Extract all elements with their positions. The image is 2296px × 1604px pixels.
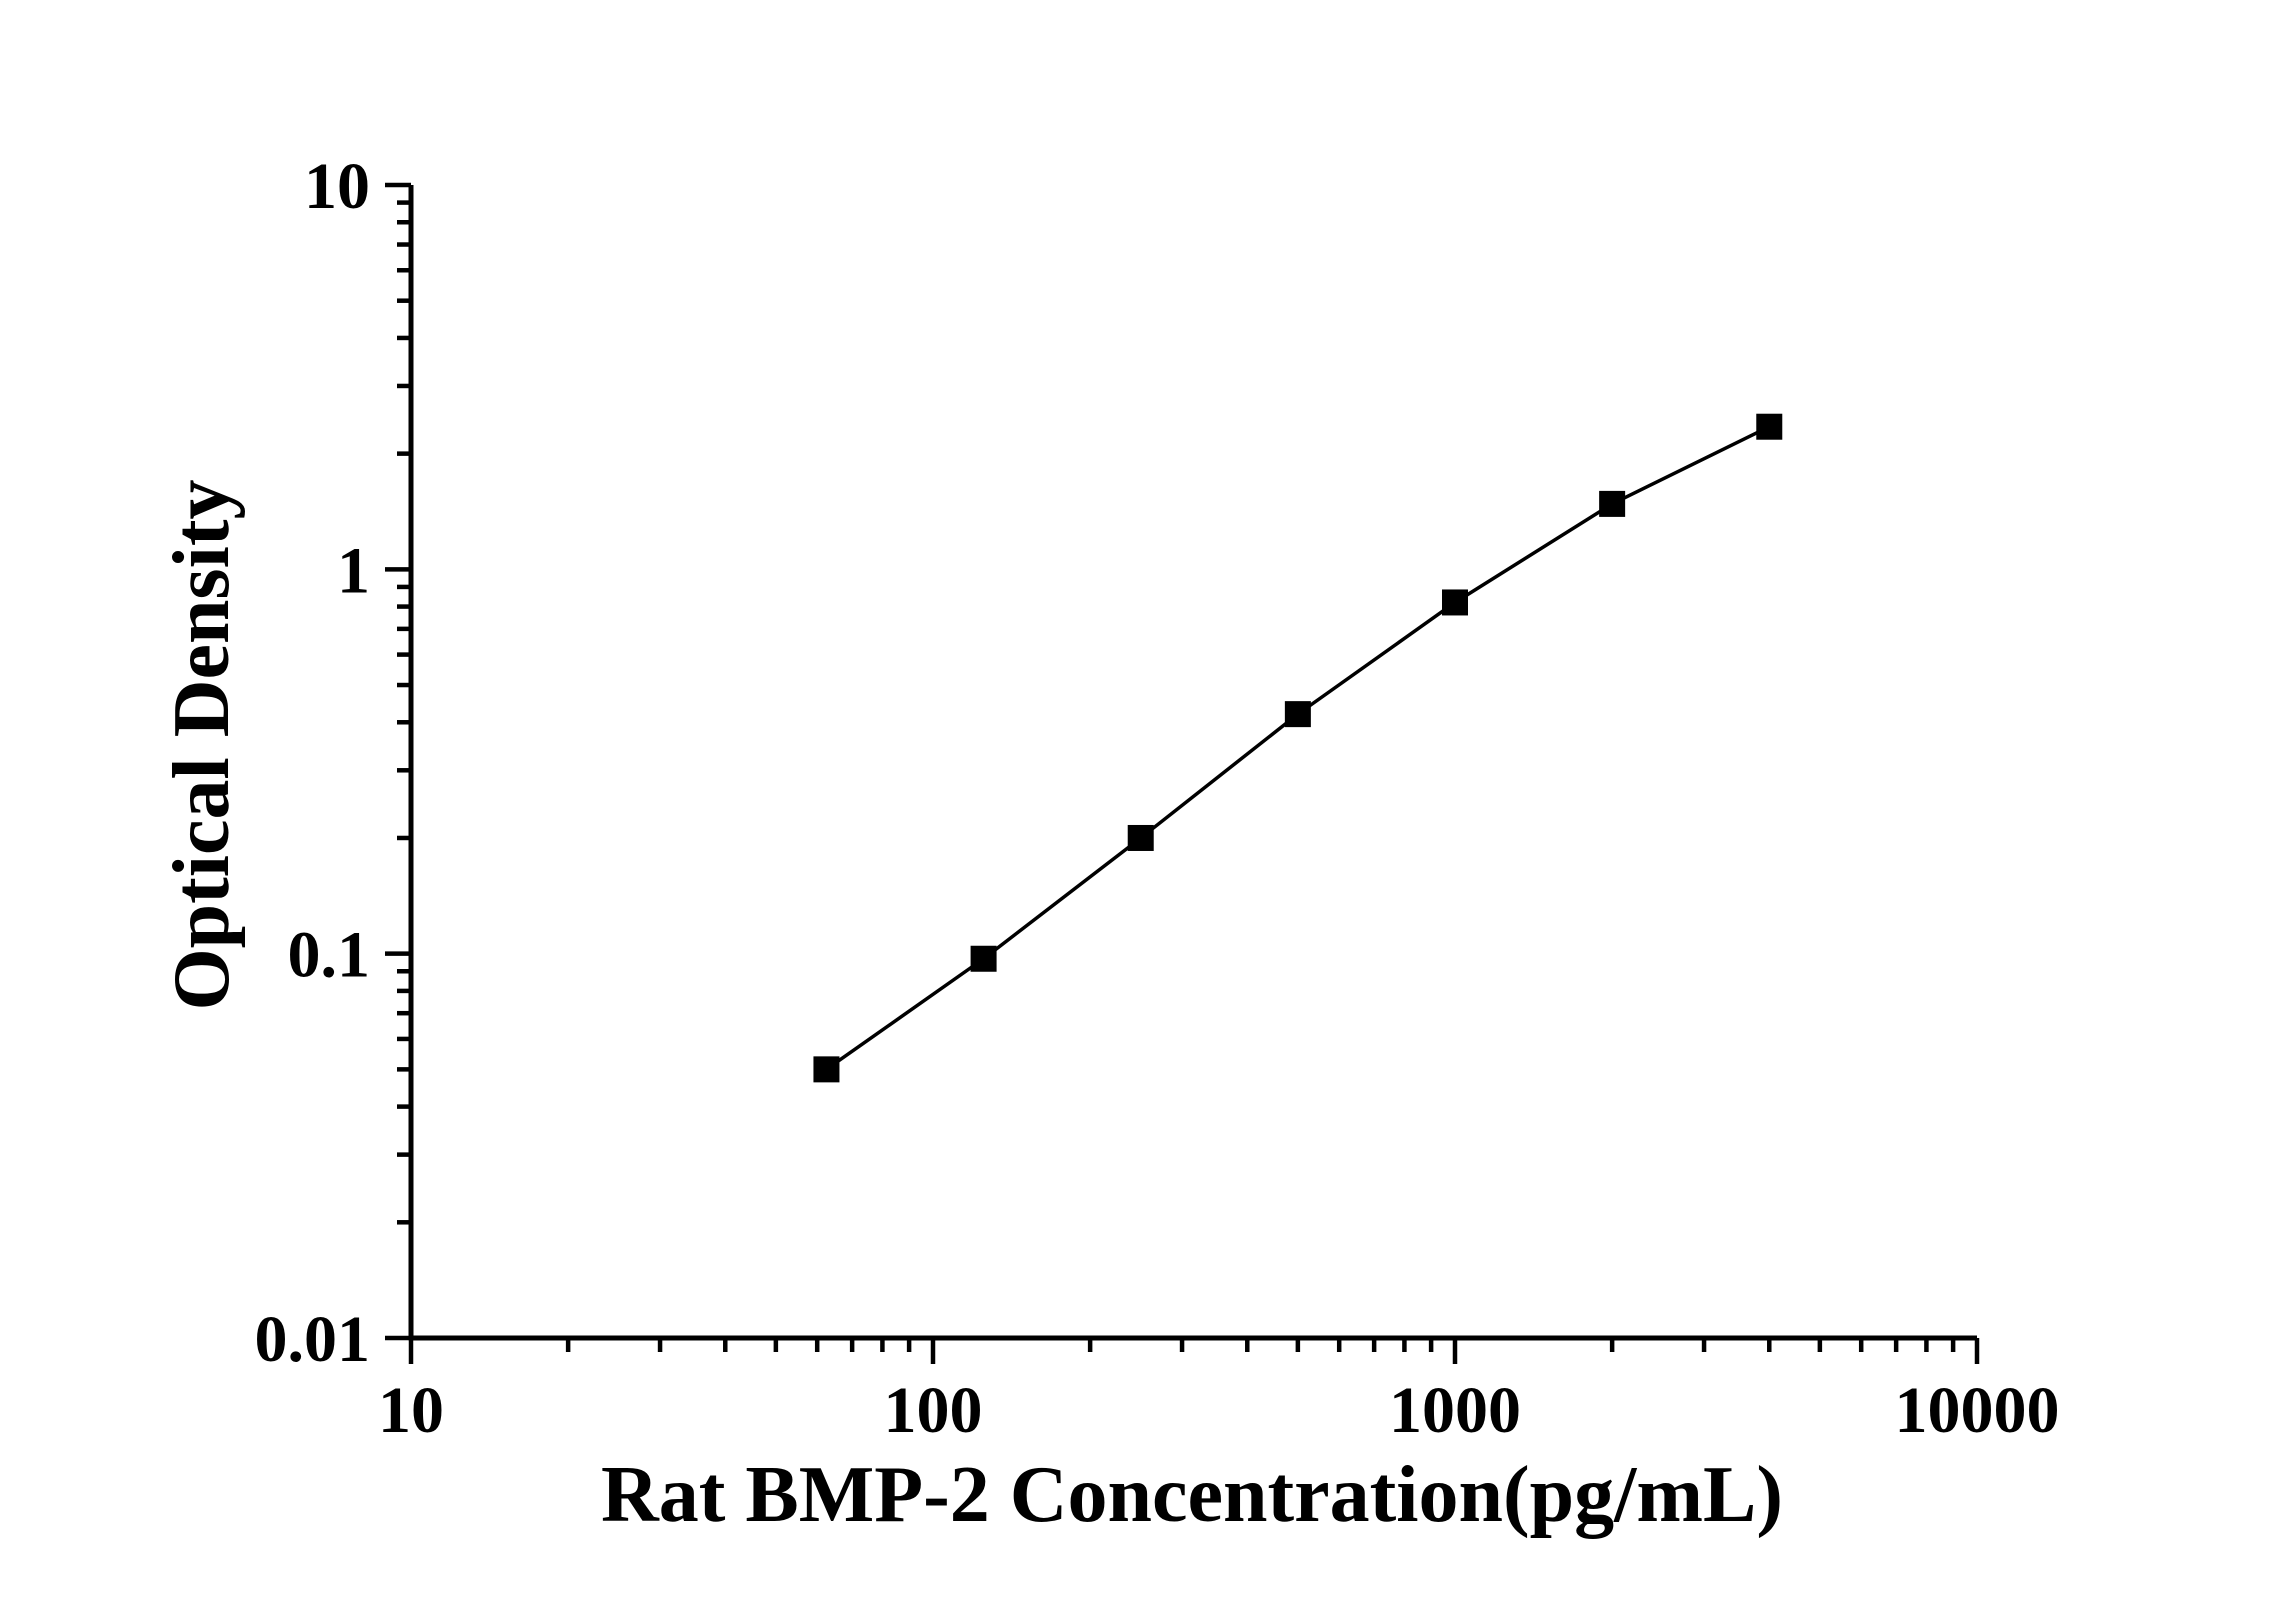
data-point-marker <box>1756 413 1783 440</box>
x-tick-label: 1000 <box>1389 1374 1521 1447</box>
data-point-marker <box>1284 701 1311 728</box>
x-tick-label: 10000 <box>1895 1374 2060 1447</box>
series-layer <box>813 413 1783 1083</box>
x-tick-label: 10 <box>378 1374 444 1447</box>
data-point-marker <box>970 945 997 972</box>
y-tick-label: 0.01 <box>255 1303 371 1376</box>
data-point-marker <box>1599 490 1626 517</box>
x-axis-title: Rat BMP-2 Concentration(pg/mL) <box>601 1451 1783 1539</box>
y-tick-label: 0.1 <box>288 919 371 992</box>
data-point-marker <box>1127 824 1154 851</box>
x-tick-label: 100 <box>884 1374 983 1447</box>
y-tick-label: 1 <box>337 534 370 607</box>
data-point-marker <box>813 1056 840 1083</box>
ticks-layer <box>385 182 1980 1364</box>
data-point-marker <box>1442 589 1468 616</box>
axes-layer <box>408 185 1977 1341</box>
tick-labels-layer: 10 100 1000 10000 10 1 0.1 0.01 <box>255 150 2060 1447</box>
y-axis-title: Optical Density <box>158 479 246 1010</box>
y-tick-label: 10 <box>304 150 370 223</box>
